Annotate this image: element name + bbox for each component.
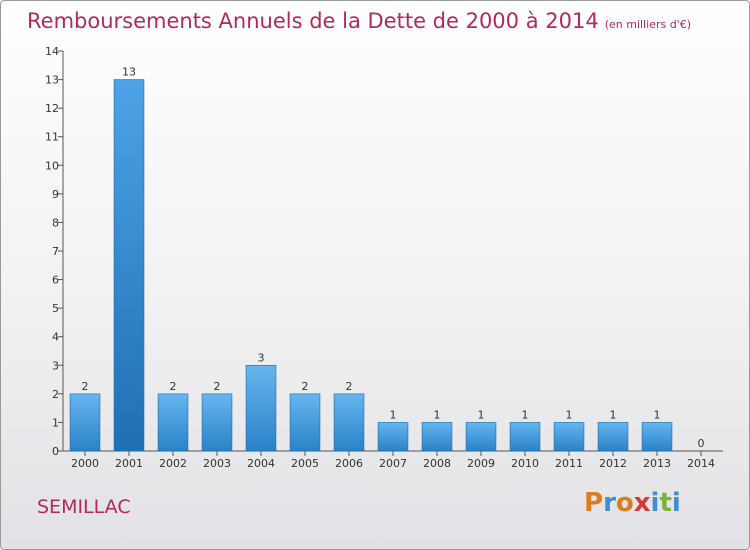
x-tick-label: 2006 bbox=[335, 457, 363, 470]
logo-letter: x bbox=[633, 488, 651, 518]
y-tick-label: 0 bbox=[52, 445, 59, 458]
proxiti-logo[interactable]: Proxiti bbox=[584, 488, 681, 518]
x-tick-label: 2011 bbox=[555, 457, 583, 470]
bar-2006[interactable] bbox=[333, 393, 365, 452]
logo-letter: i bbox=[671, 488, 681, 518]
bar-2003[interactable] bbox=[201, 393, 233, 452]
y-tick-label: 6 bbox=[52, 274, 59, 287]
y-tick-label: 11 bbox=[45, 131, 59, 144]
data-label-2007: 1 bbox=[390, 408, 397, 421]
data-label-2006: 2 bbox=[346, 380, 353, 393]
data-label-2000: 2 bbox=[82, 380, 89, 393]
x-tick-label: 2003 bbox=[203, 457, 231, 470]
x-tick-label: 2013 bbox=[643, 457, 671, 470]
commune-name: SEMILLAC bbox=[37, 496, 131, 518]
y-tick-label: 4 bbox=[52, 331, 59, 344]
data-label-2011: 1 bbox=[566, 408, 573, 421]
data-label-2005: 2 bbox=[302, 380, 309, 393]
x-tick-label: 2009 bbox=[467, 457, 495, 470]
y-tick-label: 12 bbox=[45, 102, 59, 115]
x-tick-label: 2008 bbox=[423, 457, 451, 470]
chart-title-text: Remboursements Annuels de la Dette de 20… bbox=[27, 9, 599, 33]
y-tick-label: 13 bbox=[45, 74, 59, 87]
x-tick-label: 2014 bbox=[687, 457, 715, 470]
logo-letter: o bbox=[615, 488, 634, 518]
bar-2012[interactable] bbox=[597, 422, 629, 452]
y-tick-label: 8 bbox=[52, 216, 59, 229]
bar-2010[interactable] bbox=[509, 422, 541, 452]
y-tick-label: 3 bbox=[52, 359, 59, 372]
y-tick-label: 5 bbox=[52, 302, 59, 315]
data-label-2002: 2 bbox=[170, 380, 177, 393]
logo-letter: r bbox=[603, 488, 616, 518]
x-tick-label: 2000 bbox=[71, 457, 99, 470]
logo-letter: t bbox=[659, 488, 672, 518]
logo-letter: P bbox=[584, 488, 604, 518]
x-tick-label: 2001 bbox=[115, 457, 143, 470]
bar-2011[interactable] bbox=[553, 422, 585, 452]
x-tick-label: 2012 bbox=[599, 457, 627, 470]
logo-letter: i bbox=[650, 488, 660, 518]
chart-title: Remboursements Annuels de la Dette de 20… bbox=[27, 9, 691, 33]
data-labels: 2 13 2 2 3 2 2 1 1 1 1 1 1 1 0 bbox=[82, 66, 705, 450]
data-label-2008: 1 bbox=[434, 408, 441, 421]
chart-unit: (en milliers d'€) bbox=[604, 18, 691, 31]
y-tick-label: 1 bbox=[52, 416, 59, 429]
y-tick-label: 9 bbox=[52, 188, 59, 201]
bar-2002[interactable] bbox=[157, 393, 189, 452]
y-tick-label: 10 bbox=[45, 159, 59, 172]
data-label-2003: 2 bbox=[214, 380, 221, 393]
bar-2000[interactable] bbox=[69, 393, 101, 452]
y-tick-label: 7 bbox=[52, 245, 59, 258]
data-label-2014: 0 bbox=[698, 437, 705, 450]
bars bbox=[69, 79, 673, 452]
data-label-2012: 1 bbox=[610, 408, 617, 421]
bar-2008[interactable] bbox=[421, 422, 453, 452]
x-tick-label: 2002 bbox=[159, 457, 187, 470]
y-tick-label: 2 bbox=[52, 388, 59, 401]
bar-2001[interactable] bbox=[113, 79, 145, 452]
data-label-2001: 13 bbox=[122, 66, 136, 79]
bar-2004[interactable] bbox=[245, 364, 277, 452]
data-label-2009: 1 bbox=[478, 408, 485, 421]
bar-2013[interactable] bbox=[641, 422, 673, 452]
x-tick-label: 2010 bbox=[511, 457, 539, 470]
y-tick-label: 14 bbox=[45, 45, 59, 58]
x-axis: 2000 2001 2002 2003 2004 2005 2006 2007 2008 2009… bbox=[63, 450, 723, 470]
bar-2007[interactable] bbox=[377, 422, 409, 452]
bar-2009[interactable] bbox=[465, 422, 497, 452]
data-label-2004: 3 bbox=[258, 351, 265, 364]
data-label-2013: 1 bbox=[654, 408, 661, 421]
data-label-2010: 1 bbox=[522, 408, 529, 421]
x-tick-label: 2004 bbox=[247, 457, 275, 470]
x-tick-label: 2005 bbox=[291, 457, 319, 470]
bar-2005[interactable] bbox=[289, 393, 321, 452]
x-tick-label: 2007 bbox=[379, 457, 407, 470]
